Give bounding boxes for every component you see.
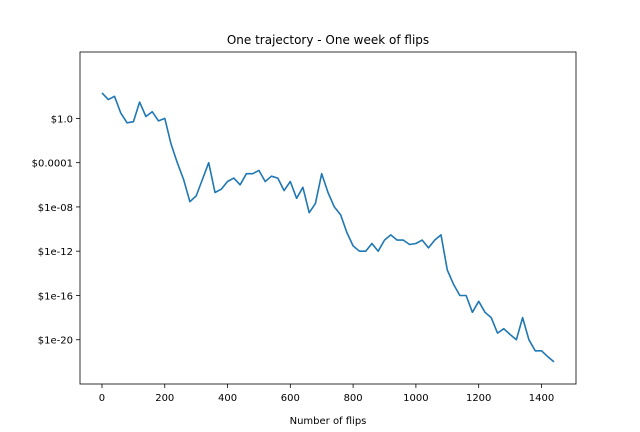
x-tick-label: 800 — [344, 393, 363, 404]
x-tick-label: 200 — [155, 393, 174, 404]
x-axis-label: Number of flips — [290, 416, 367, 427]
y-tick-label: $1e-12 — [38, 247, 73, 258]
y-axis: $1.0 $0.0001 $1e-08 $1e-12 $1e-16 $1e-20 — [32, 114, 80, 347]
x-tick-label: 0 — [99, 393, 105, 404]
axes-frame — [79, 51, 577, 385]
x-tick-label: 600 — [281, 393, 300, 404]
plot-area — [79, 51, 577, 385]
chart-title: One trajectory - One week of flips — [227, 33, 429, 47]
x-tick-label: 1200 — [466, 393, 491, 404]
y-tick-label: $1e-20 — [38, 336, 73, 347]
y-tick-label: $1.0 — [51, 114, 73, 125]
y-tick-label: $1e-08 — [38, 203, 73, 214]
x-tick-label: 1400 — [529, 393, 554, 404]
x-tick-label: 1000 — [403, 393, 428, 404]
x-tick-label: 400 — [218, 393, 237, 404]
y-tick-label: $0.0001 — [32, 159, 73, 170]
series-line — [101, 92, 555, 363]
x-axis: 0 200 400 600 800 1000 1200 1400 — [99, 384, 554, 404]
y-tick-label: $1e-16 — [38, 291, 73, 302]
